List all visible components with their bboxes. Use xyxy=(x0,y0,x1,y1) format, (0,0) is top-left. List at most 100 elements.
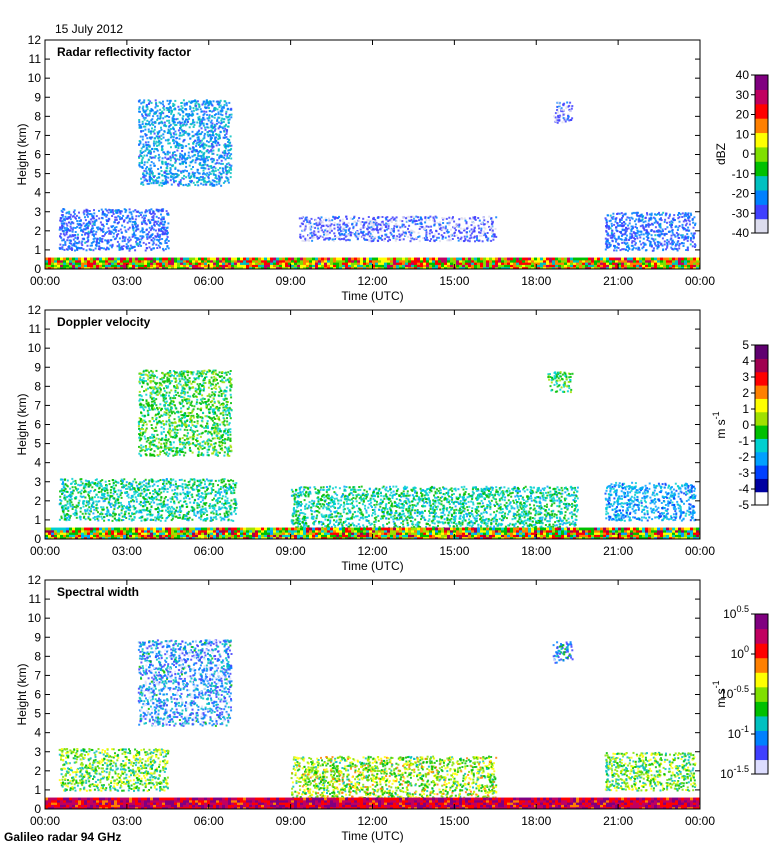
colorbar-swatch xyxy=(755,465,768,479)
x-tick-label: 00:00 xyxy=(685,544,715,558)
x-tick-label: 00:00 xyxy=(30,544,60,558)
colorbar-swatch xyxy=(755,628,768,644)
y-tick-label: 10 xyxy=(28,611,42,625)
y-tick-label: 6 xyxy=(34,688,41,702)
colorbar-tick-label: 2 xyxy=(742,386,749,400)
cloud-feature-5 xyxy=(547,371,574,394)
y-tick-label: 9 xyxy=(34,90,41,104)
y-tick-label: 6 xyxy=(34,418,41,432)
y-tick-label: 2 xyxy=(34,224,41,238)
y-tick-label: 9 xyxy=(34,630,41,644)
x-tick-label: 03:00 xyxy=(112,814,142,828)
y-axis-label: Height (km) xyxy=(15,663,29,725)
y-tick-label: 1 xyxy=(34,243,41,257)
x-tick-label: 15:00 xyxy=(439,814,469,828)
surface-layer xyxy=(45,797,700,809)
x-tick-label: 09:00 xyxy=(276,814,306,828)
x-tick-label: 21:00 xyxy=(603,814,633,828)
colorbar-swatch xyxy=(755,385,768,399)
instrument-label: Galileo radar 94 GHz xyxy=(4,830,122,844)
cloud-feature-1 xyxy=(137,369,233,457)
colorbar-swatch xyxy=(755,189,768,205)
y-tick-label: 1 xyxy=(34,513,41,527)
colorbar: 5 4 3 2 1 0 -1 -2 -3 -4 -5 m s-1 xyxy=(711,338,769,512)
plot-area xyxy=(45,310,700,539)
colorbar-tick-label: 5 xyxy=(742,338,749,352)
colorbar-swatch xyxy=(755,118,768,134)
colorbar-tick-label: 100.5 xyxy=(723,604,749,621)
x-tick-label: 06:00 xyxy=(194,544,224,558)
colorbar-swatch xyxy=(755,657,768,673)
colorbar-swatch xyxy=(755,161,768,177)
colorbar-swatch xyxy=(755,715,768,731)
x-tick-label: 12:00 xyxy=(357,274,387,288)
x-tick-label: 12:00 xyxy=(357,814,387,828)
colorbar-swatch xyxy=(755,204,768,220)
cloud-feature-4 xyxy=(604,481,697,522)
colorbar-tick-label: 0 xyxy=(742,418,749,432)
x-tick-label: 18:00 xyxy=(521,274,551,288)
colorbar-swatch xyxy=(755,89,768,105)
colorbar-swatch xyxy=(755,411,768,426)
cloud-feature-5 xyxy=(552,641,574,664)
y-tick-label: 7 xyxy=(34,128,41,142)
y-tick-label: 4 xyxy=(34,456,41,470)
colorbar-swatch xyxy=(755,744,768,761)
y-tick-label: 6 xyxy=(34,148,41,162)
x-tick-label: 00:00 xyxy=(30,274,60,288)
surface-layer xyxy=(45,257,700,269)
colorbar-swatch xyxy=(755,75,768,90)
y-tick-label: 11 xyxy=(29,52,42,66)
x-axis-label: Time (UTC) xyxy=(341,559,403,573)
y-tick-label: 7 xyxy=(34,398,41,412)
colorbar-tick-label: -30 xyxy=(732,206,750,220)
colorbar-tick-label: -4 xyxy=(738,482,749,496)
y-tick-label: 5 xyxy=(34,707,41,721)
x-tick-label: 06:00 xyxy=(194,274,224,288)
colorbar-tick-label: 1 xyxy=(742,402,749,416)
cloud-feature-2 xyxy=(58,208,170,252)
y-tick-label: 0 xyxy=(34,802,41,816)
panel-title: Doppler velocity xyxy=(57,315,151,329)
colorbar-swatch xyxy=(755,672,768,688)
x-tick-label: 15:00 xyxy=(439,544,469,558)
x-tick-label: 21:00 xyxy=(603,274,633,288)
y-tick-label: 12 xyxy=(28,303,42,317)
colorbar-swatch xyxy=(755,614,768,630)
panel-title: Radar reflectivity factor xyxy=(57,45,191,59)
y-tick-label: 12 xyxy=(28,33,42,47)
x-tick-label: 06:00 xyxy=(194,814,224,828)
colorbar-swatch xyxy=(755,759,768,775)
colorbar-swatch xyxy=(755,491,768,506)
cloud-feature-1 xyxy=(137,99,233,187)
y-axis-label: Height (km) xyxy=(15,393,29,455)
x-tick-label: 09:00 xyxy=(276,274,306,288)
y-tick-label: 3 xyxy=(34,475,41,489)
y-axis-label: Height (km) xyxy=(15,123,29,185)
colorbar-tick-label: -10 xyxy=(732,167,750,181)
colorbar-tick-label: -5 xyxy=(738,498,749,512)
x-tick-label: 18:00 xyxy=(521,544,551,558)
colorbar-tick-label: -3 xyxy=(738,466,749,480)
colorbar-swatch xyxy=(755,686,768,702)
y-tick-label: 1 xyxy=(34,783,41,797)
colorbar-tick-label: 100 xyxy=(731,644,749,661)
y-tick-label: 8 xyxy=(34,109,41,123)
y-tick-label: 2 xyxy=(34,764,41,778)
x-axis-label: Time (UTC) xyxy=(341,829,403,843)
x-tick-label: 00:00 xyxy=(685,814,715,828)
cloud-feature-4 xyxy=(604,751,697,792)
y-tick-label: 11 xyxy=(29,592,42,606)
colorbar-swatch xyxy=(755,358,768,373)
colorbar-swatch xyxy=(755,398,768,413)
colorbar-label: m s-1 xyxy=(711,680,728,707)
colorbar-tick-label: 10-1.5 xyxy=(720,764,749,781)
colorbar-tick-label: 10 xyxy=(736,127,750,141)
y-tick-label: 3 xyxy=(34,745,41,759)
y-tick-label: 10 xyxy=(28,341,42,355)
